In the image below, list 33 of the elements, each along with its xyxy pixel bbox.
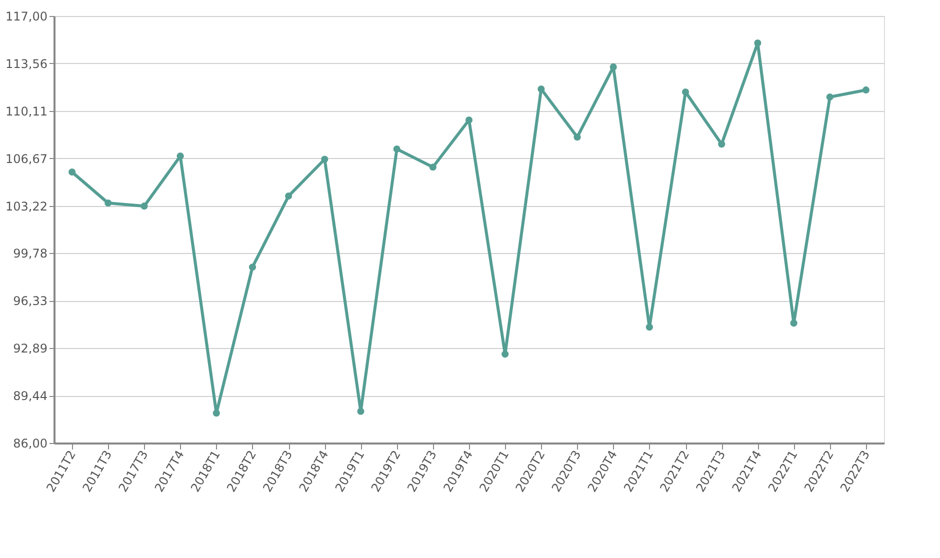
y-tick-label: 86,00 xyxy=(13,436,48,450)
point xyxy=(68,168,76,176)
y-tick-label: 89,44 xyxy=(13,389,48,404)
point xyxy=(285,192,292,200)
y-tick-label: 96,33 xyxy=(13,294,48,308)
point xyxy=(248,264,256,271)
point xyxy=(357,408,364,415)
point xyxy=(429,164,436,171)
point xyxy=(212,410,220,417)
y-tick-label: 103,22 xyxy=(6,199,48,214)
point xyxy=(790,320,798,327)
point xyxy=(393,146,400,153)
point xyxy=(646,324,653,331)
y-tick-label: 117,00 xyxy=(6,10,48,24)
point xyxy=(502,350,509,358)
y-tick-label: 92,89 xyxy=(13,342,48,356)
y-tick-label: 106,67 xyxy=(6,152,48,166)
point xyxy=(321,156,328,163)
point xyxy=(862,86,870,94)
y-tick-label: 99,78 xyxy=(13,246,48,261)
point xyxy=(574,134,581,141)
point xyxy=(682,88,690,96)
point xyxy=(465,116,473,124)
point xyxy=(104,200,112,207)
y-tick-label: 110,11 xyxy=(6,104,48,118)
point xyxy=(140,202,148,210)
point xyxy=(754,39,762,47)
point xyxy=(538,85,545,93)
point xyxy=(718,140,726,148)
y-tick-label: 113,56 xyxy=(6,56,48,71)
point xyxy=(176,152,184,160)
point xyxy=(610,63,617,70)
point xyxy=(826,93,834,101)
